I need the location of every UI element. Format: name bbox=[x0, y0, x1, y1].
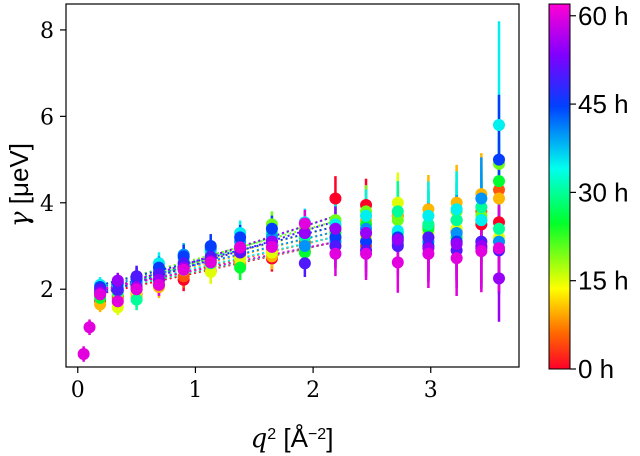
data-point bbox=[265, 222, 278, 235]
data-point bbox=[475, 214, 488, 227]
data-point bbox=[111, 284, 124, 297]
data-point bbox=[329, 192, 342, 205]
data-point bbox=[450, 203, 463, 216]
data-point bbox=[204, 240, 217, 252]
data-point bbox=[130, 293, 143, 306]
data-point bbox=[152, 278, 165, 291]
data-point bbox=[298, 257, 311, 270]
data-point bbox=[94, 288, 107, 301]
colorbar-tick-label: 0 h bbox=[578, 354, 614, 384]
data-point bbox=[492, 242, 505, 255]
data-point bbox=[234, 241, 247, 254]
data-point bbox=[111, 295, 124, 308]
plot-frame bbox=[65, 3, 520, 368]
data-point bbox=[177, 263, 190, 276]
data-point bbox=[450, 237, 463, 250]
y-tick-label: 2 bbox=[40, 278, 54, 303]
y-tick-label: 8 bbox=[40, 19, 54, 44]
colorbar-tick-label: 60 h bbox=[578, 1, 629, 31]
x-tick-label: 3 bbox=[424, 378, 438, 403]
colorbar-tick-label: 15 h bbox=[578, 266, 629, 296]
data-point bbox=[422, 218, 435, 231]
data-point bbox=[329, 231, 342, 244]
data-point bbox=[391, 233, 404, 246]
data-point bbox=[265, 240, 278, 253]
x-tick-label: 1 bbox=[188, 378, 202, 403]
data-point bbox=[204, 265, 217, 278]
data-point bbox=[422, 209, 435, 222]
data-point bbox=[450, 214, 463, 227]
data-point bbox=[130, 270, 143, 283]
data-point bbox=[391, 256, 404, 269]
x-tick-label: 0 bbox=[71, 378, 85, 403]
data-point bbox=[360, 235, 373, 248]
data-point bbox=[450, 252, 463, 265]
data-point bbox=[83, 321, 96, 334]
data-point bbox=[492, 272, 505, 285]
data-point bbox=[475, 245, 488, 258]
colorbar-tick-label: 45 h bbox=[578, 89, 629, 119]
colorbar-ticks: 0 h 15 h 30 h 45 h 60 h bbox=[570, 1, 629, 384]
data-point bbox=[391, 205, 404, 218]
data-point bbox=[492, 222, 505, 235]
data-point bbox=[450, 227, 463, 240]
data-points bbox=[77, 119, 505, 361]
data-point bbox=[422, 231, 435, 244]
data-point bbox=[130, 283, 143, 296]
data-point bbox=[422, 247, 435, 260]
data-point bbox=[360, 209, 373, 222]
data-point bbox=[391, 214, 404, 227]
colorbar-tick-label: 30 h bbox=[578, 177, 629, 207]
error-bars bbox=[82, 21, 501, 362]
y-tick-label: 4 bbox=[40, 192, 54, 217]
data-point bbox=[360, 227, 373, 240]
data-point bbox=[492, 192, 505, 205]
data-point bbox=[391, 196, 404, 209]
x-tick-label: 2 bbox=[306, 378, 320, 403]
y-axis-ticks: 2 4 6 8 bbox=[40, 19, 66, 303]
data-point bbox=[329, 247, 342, 260]
data-point bbox=[329, 222, 342, 235]
data-point bbox=[298, 217, 311, 230]
x-axis-label: q2 [Å−2] bbox=[251, 423, 334, 454]
data-point bbox=[298, 227, 311, 240]
y-tick-label: 6 bbox=[40, 105, 54, 130]
y-axis-label: γ [μeV] bbox=[4, 143, 35, 227]
colorbar bbox=[548, 3, 571, 370]
data-point bbox=[492, 175, 505, 188]
data-point bbox=[475, 201, 488, 214]
data-point bbox=[360, 247, 373, 260]
data-point bbox=[204, 256, 217, 269]
data-point bbox=[234, 261, 247, 274]
x-axis-ticks: 0 1 2 3 bbox=[71, 367, 438, 403]
data-point bbox=[111, 274, 124, 287]
data-point bbox=[77, 348, 90, 361]
data-point bbox=[234, 231, 247, 244]
data-point bbox=[492, 153, 505, 166]
data-point bbox=[298, 240, 311, 252]
data-point bbox=[492, 183, 505, 196]
data-point bbox=[475, 192, 488, 205]
data-point bbox=[492, 119, 505, 131]
